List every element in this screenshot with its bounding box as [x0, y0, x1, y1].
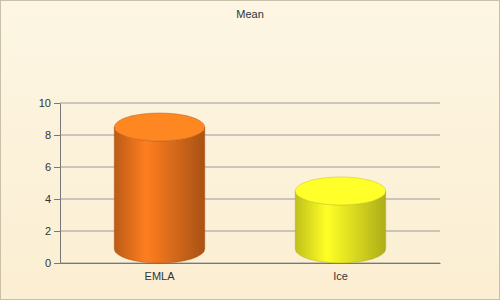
- x-tick-label: Ice: [333, 270, 348, 282]
- y-tick-mark: [54, 167, 60, 168]
- y-tick-label: 10: [39, 97, 51, 109]
- x-tick: Ice: [333, 270, 348, 282]
- y-tick-label: 8: [45, 129, 51, 141]
- title: Mean: [236, 8, 264, 20]
- bar: [114, 127, 204, 263]
- y-tick-label: 2: [45, 225, 51, 237]
- y-tick-label: 6: [45, 161, 51, 173]
- x-tick: EMLA: [145, 270, 176, 282]
- chart: Mean 0 2 4 6 8 10 EMLA Ice: [0, 0, 500, 300]
- x-tick-label: EMLA: [145, 270, 176, 282]
- y-tick: 10: [39, 97, 60, 109]
- y-axis-line: [60, 104, 61, 264]
- y-tick-label: 0: [45, 257, 51, 269]
- y-tick-mark: [54, 103, 60, 104]
- y-tick-mark: [54, 199, 60, 200]
- grid-line: [60, 263, 440, 264]
- y-tick-label: 4: [45, 193, 51, 205]
- grid: [60, 103, 440, 263]
- bar-top: [295, 177, 385, 205]
- y-tick-mark: [54, 231, 60, 232]
- y-tick-mark: [54, 135, 60, 136]
- y-tick-mark: [54, 263, 60, 264]
- x-axis: EMLA Ice: [61, 264, 441, 283]
- y-tick: 4: [45, 193, 60, 205]
- bars: [114, 113, 385, 263]
- y-tick: 6: [45, 161, 60, 173]
- x-axis-line: [61, 263, 441, 264]
- y-tick: 0: [45, 257, 60, 269]
- grid-line: [60, 103, 440, 104]
- bar-top: [114, 113, 204, 141]
- y-axis: 0 2 4 6 8 10: [39, 97, 61, 269]
- y-tick: 2: [45, 225, 60, 237]
- background: [1, 1, 500, 300]
- y-tick: 8: [45, 129, 60, 141]
